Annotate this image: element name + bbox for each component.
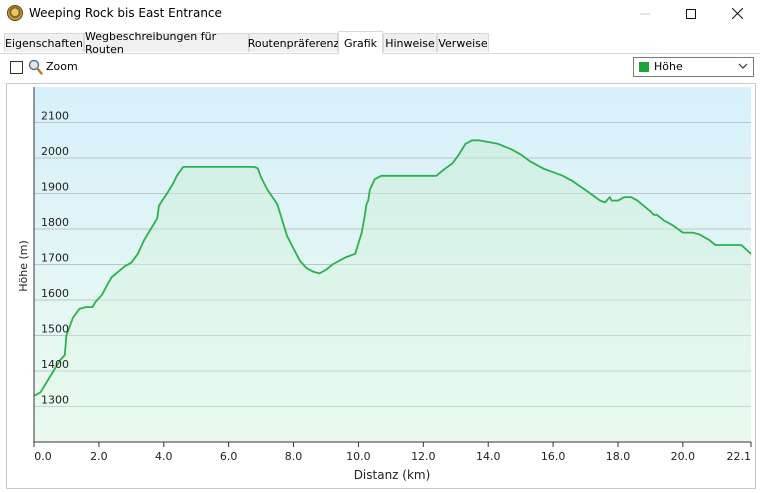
chevron-down-icon <box>738 59 748 76</box>
close-button[interactable] <box>714 0 760 27</box>
tab-routenpraeferenz[interactable]: Routenpräferenz <box>248 33 339 52</box>
tab-bar: Eigenschaften Wegbeschreibungen für Rout… <box>0 30 760 56</box>
series-dropdown[interactable]: Höhe <box>633 57 754 77</box>
zoom-label: Zoom <box>46 60 78 73</box>
tab-eigenschaften[interactable]: Eigenschaften <box>4 33 84 52</box>
magnifier-icon <box>28 59 43 75</box>
close-icon <box>731 8 743 19</box>
series-dropdown-value: Höhe <box>654 60 683 73</box>
minimize-button[interactable] <box>622 0 668 27</box>
tab-grafik[interactable]: Grafik <box>338 31 383 54</box>
series-color-swatch <box>639 62 649 72</box>
maximize-icon <box>686 8 696 19</box>
title-bar: Weeping Rock bis East Entrance <box>0 0 760 27</box>
window-title: Weeping Rock bis East Entrance <box>29 6 222 20</box>
tab-verweise[interactable]: Verweise <box>437 33 489 52</box>
maximize-button[interactable] <box>668 0 714 27</box>
minimize-icon <box>640 13 650 14</box>
zoom-checkbox[interactable] <box>10 61 23 74</box>
app-logo-icon <box>7 5 23 21</box>
tab-hinweise[interactable]: Hinweise <box>383 33 437 52</box>
chart-frame <box>6 83 756 489</box>
tab-wegbeschreibungen[interactable]: Wegbeschreibungen für Routen <box>84 30 249 56</box>
